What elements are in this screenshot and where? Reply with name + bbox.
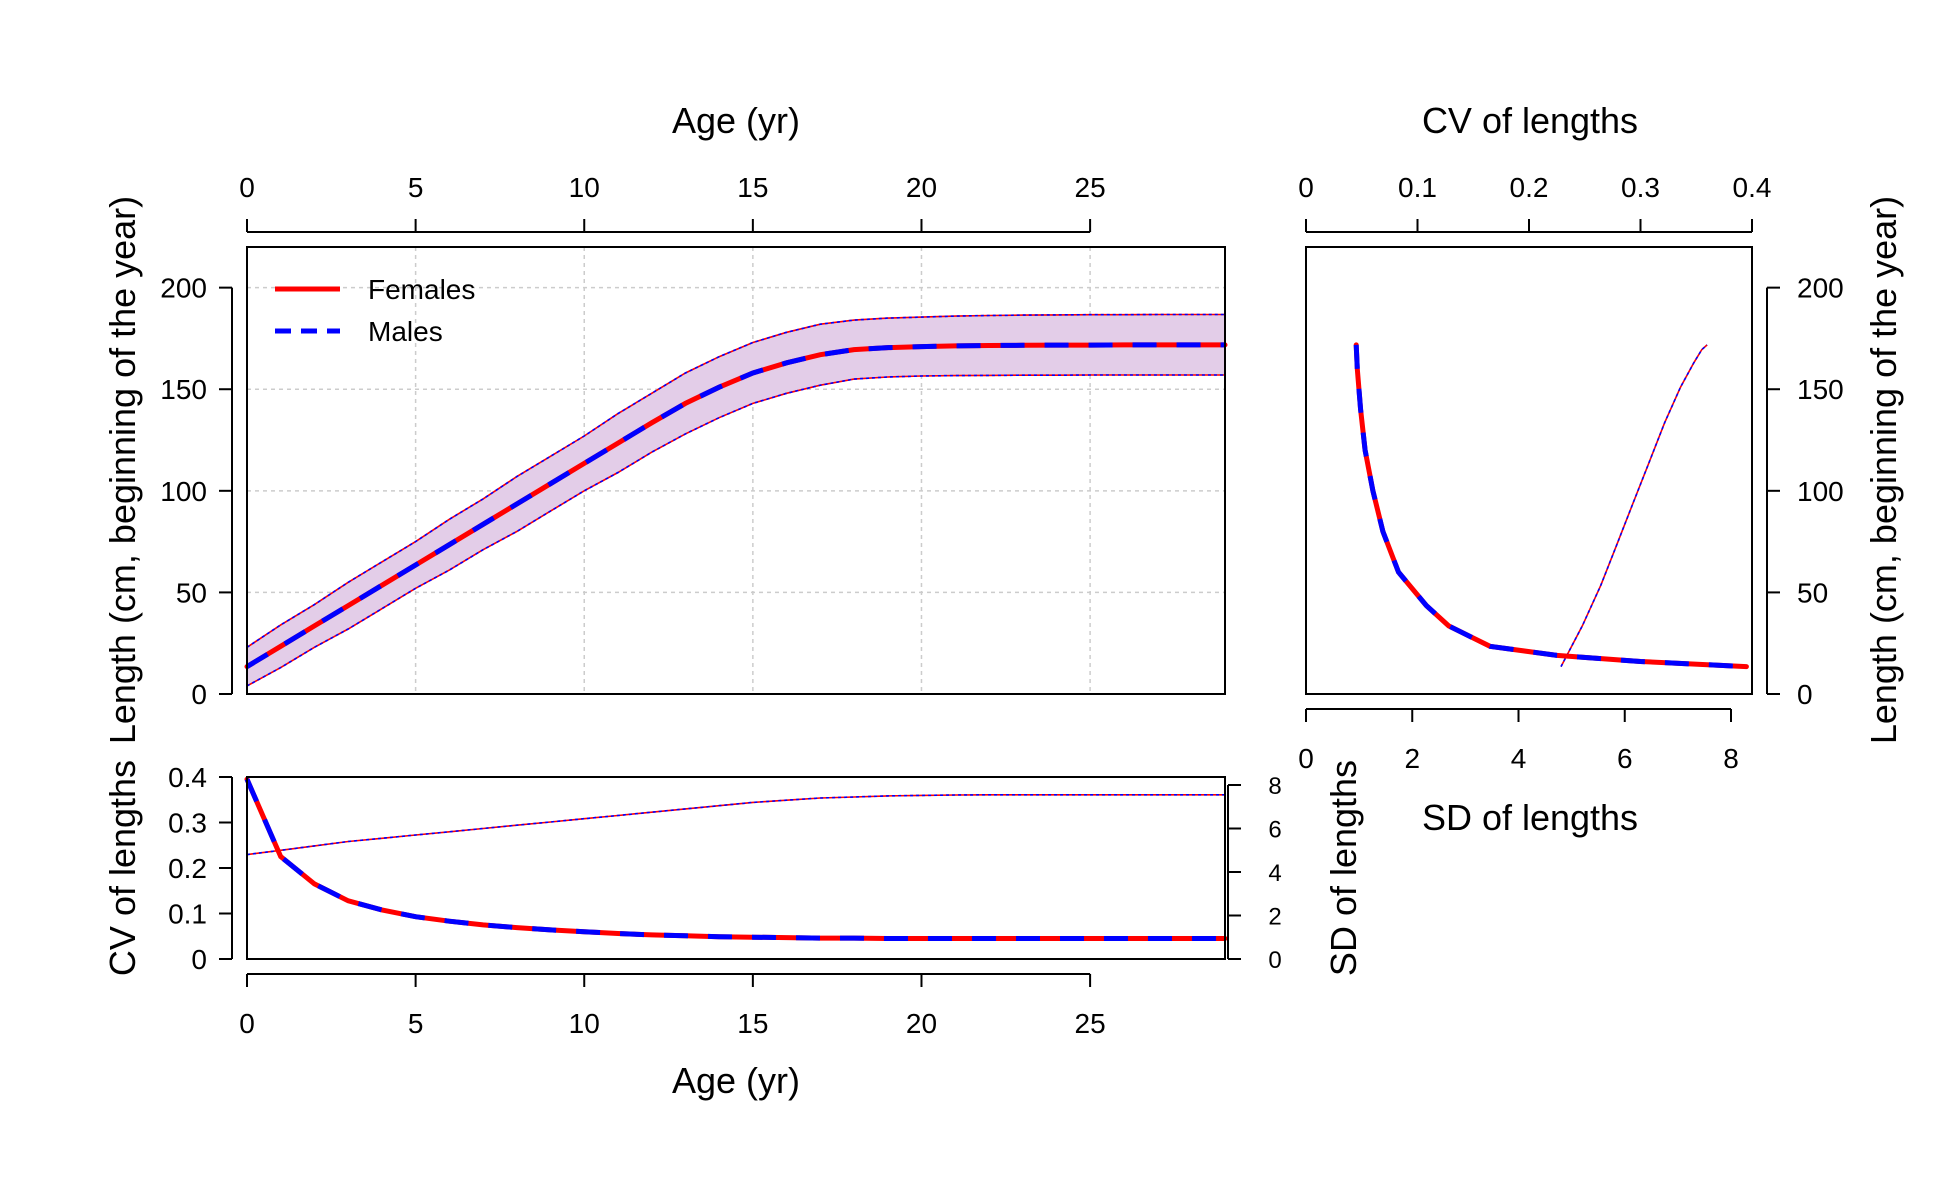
y-tick-label: 100 [160, 476, 207, 507]
x-tick-label-top: 0.2 [1510, 172, 1549, 203]
x-tick-label: 0 [1298, 743, 1314, 774]
x-tick-label: 10 [569, 172, 600, 203]
y-tick-label: 150 [160, 374, 207, 405]
x-tick-label-top: 0.3 [1621, 172, 1660, 203]
plot-frame [246, 246, 1226, 695]
y-axis-title: Length (cm, beginning of the year) [102, 196, 143, 744]
x-tick-label: 5 [408, 172, 424, 203]
sd-series-line-red [1560, 344, 1708, 667]
y-tick-label-right: 150 [1797, 374, 1844, 405]
interval-upper-line [246, 313, 1225, 648]
x-tick-label: 8 [1723, 743, 1739, 774]
cv-series-females-curve [1353, 342, 1749, 670]
y-tick-label-right: 0 [1268, 947, 1281, 974]
x-tick-label: 10 [569, 1008, 600, 1039]
legend-label-males: Males [368, 316, 443, 347]
x-tick-label: 5 [408, 1008, 424, 1039]
x-tick-label: 6 [1617, 743, 1633, 774]
x-tick-label: 0 [239, 172, 255, 203]
x-tick-label: 25 [1075, 172, 1106, 203]
x-axis-title-top: Age (yr) [672, 100, 800, 141]
series-males-line [245, 342, 1225, 669]
plot-frame [1305, 246, 1753, 695]
y-tick-label: 0 [191, 679, 207, 710]
x-tick-label: 15 [737, 1008, 768, 1039]
y-tick-label-right: 0 [1797, 679, 1813, 710]
x-tick-label: 4 [1511, 743, 1527, 774]
y-tick-label-right: 100 [1797, 476, 1844, 507]
sd-series-line-red [246, 794, 1225, 856]
x-tick-label: 2 [1404, 743, 1420, 774]
legend-label-females: Females [368, 274, 475, 305]
y-tick-label-right: 6 [1268, 817, 1281, 844]
y-tick-label: 0 [191, 944, 207, 975]
x-tick-label-top: 0.4 [1733, 172, 1772, 203]
y-tick-label-right: 50 [1797, 577, 1828, 608]
y-axis-title-right: Length (cm, beginning of the year) [1863, 196, 1904, 744]
y-tick-label-right: 4 [1268, 860, 1281, 887]
interval-lower-line-red [246, 374, 1225, 687]
x-tick-label: 15 [737, 172, 768, 203]
cv-series-females-line [244, 776, 1228, 941]
cv-series-males-curve [1353, 344, 1747, 670]
x-axis-title: Age (yr) [672, 1060, 800, 1101]
x-tick-label: 20 [906, 1008, 937, 1039]
interval-lower-line [246, 374, 1225, 687]
cv-series-males-line [244, 778, 1225, 941]
x-tick-label-top: 0 [1298, 172, 1314, 203]
x-tick-label: 20 [906, 172, 937, 203]
sd-series-line [1560, 344, 1708, 667]
y-tick-label: 0.4 [168, 762, 207, 793]
y-tick-label-right: 2 [1268, 904, 1281, 931]
y-tick-label: 0.1 [168, 899, 207, 930]
y-tick-label-right: 8 [1268, 773, 1281, 800]
x-tick-label: 0 [239, 1008, 255, 1039]
y-axis-title-sd: SD of lengths [1323, 760, 1364, 976]
y-tick-label: 200 [160, 273, 207, 304]
x-tick-label-top: 0.1 [1398, 172, 1437, 203]
y-tick-label-right: 200 [1797, 273, 1844, 304]
plot-frame [246, 776, 1226, 960]
interval-band [247, 314, 1225, 686]
y-tick-label: 0.3 [168, 808, 207, 839]
x-axis-title: SD of lengths [1422, 797, 1638, 838]
x-tick-label: 25 [1075, 1008, 1106, 1039]
y-tick-label: 0.2 [168, 853, 207, 884]
y-tick-label: 50 [176, 577, 207, 608]
x-axis-title-top: CV of lengths [1422, 100, 1638, 141]
y-axis-title-cv: CV of lengths [102, 760, 143, 976]
sd-series-line [246, 794, 1225, 856]
